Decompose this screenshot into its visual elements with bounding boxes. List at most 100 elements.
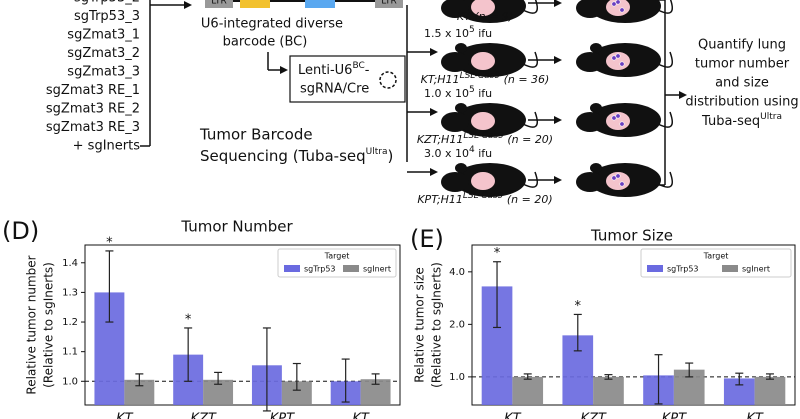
y-tick-label: 4.0 <box>449 267 465 278</box>
text-part: Lenti-U6 <box>298 63 352 78</box>
x-tick-label: KZT <box>190 412 216 419</box>
legend-label: sgInert <box>363 265 391 274</box>
chart-title: Tumor Number <box>180 218 293 236</box>
bar <box>281 381 312 405</box>
mouse-ear <box>455 43 467 53</box>
mouse-head <box>576 0 604 18</box>
text-part: KZT;H11 <box>417 133 463 146</box>
mouse-tail <box>657 0 673 14</box>
mouse-ear <box>455 163 467 173</box>
dose-label: 1.5 x 105 ifu <box>424 25 492 41</box>
seq-label: Tumor Barcode <box>199 126 313 144</box>
x-tick-label: KZT <box>580 412 606 419</box>
y-axis-label: Relative tumor number <box>25 255 39 394</box>
y-axis-label: (Relative to sgInerts) <box>42 262 56 388</box>
mouse-tumor <box>611 175 617 181</box>
ltr-label: LTR <box>381 0 397 7</box>
quantify-label: distribution using <box>685 95 798 110</box>
mouse-lung <box>471 112 495 130</box>
mouse-head <box>441 52 469 72</box>
superscript: 5 <box>469 85 475 95</box>
text-part: Tuba-seq <box>701 114 760 129</box>
legend-swatch <box>284 265 300 272</box>
legend-title: Target <box>703 252 729 261</box>
y-tick-label: 1.0 <box>449 372 465 383</box>
virus-icon <box>379 71 397 89</box>
text-part: KT;H11 <box>421 73 460 86</box>
mouse-lung <box>471 172 495 190</box>
guide-label: + sgInerts <box>73 139 141 154</box>
mouse-head <box>576 112 604 132</box>
text-part: ) <box>388 147 394 165</box>
mouse-head <box>441 112 469 132</box>
mouse-tumor <box>615 113 621 119</box>
mouse-ear <box>590 103 602 113</box>
significance-marker: * <box>575 299 582 314</box>
guide-label: sgZmat3 RE_1 <box>46 83 140 98</box>
superscript: 5 <box>469 25 475 35</box>
superscript: 4 <box>469 145 475 155</box>
text-part: 3.0 x 10 <box>424 147 469 160</box>
mouse-tumor <box>611 55 617 61</box>
superscript: Ultra <box>366 147 388 157</box>
guide-label: sgTrp53_2 <box>74 0 140 6</box>
seq-label: Sequencing (Tuba-seqUltra) <box>200 147 393 165</box>
dose-label: 1.0 x 105 ifu <box>424 85 492 101</box>
mouse-tumor <box>615 173 621 179</box>
cohort-label: KT;H11LSL-Cas9 (n = 36) <box>421 71 550 87</box>
mouse-tail <box>522 171 538 188</box>
legend-box <box>640 248 792 278</box>
significance-marker: * <box>106 235 113 250</box>
y-tick-label: 2.0 <box>449 319 465 330</box>
text-part: KPT;H11 <box>417 193 463 206</box>
mouse-lung <box>471 0 495 16</box>
guide-label: sgZmat3_3 <box>67 65 140 80</box>
quantify-label: Tuba-seqUltra <box>701 112 782 129</box>
mouse-tumor <box>611 115 617 121</box>
superscript: LSL-Cas9 <box>463 191 504 201</box>
plot-frame <box>84 244 401 406</box>
x-tick-label: KPT <box>270 412 295 419</box>
guide-label: sgZmat3 RE_2 <box>46 102 140 117</box>
quantify-label: Quantify lung <box>698 38 786 53</box>
x-tick-label: KPT <box>662 412 687 419</box>
legend-swatch <box>722 265 738 272</box>
mouse-tumor <box>619 7 625 13</box>
y-tick-label: 1.1 <box>62 347 78 358</box>
superscript: LSL-Cas9 <box>463 131 504 141</box>
mouse-head <box>576 172 604 192</box>
legend-swatch <box>647 265 663 272</box>
y-tick-label: 1.2 <box>62 317 78 328</box>
lenti-box <box>289 55 406 103</box>
x-tick-label: KT <box>352 412 370 419</box>
y-tick-label: 1.4 <box>62 258 78 269</box>
bar <box>512 376 544 405</box>
quantify-label: and size <box>715 76 769 91</box>
mouse-head <box>576 52 604 72</box>
quantify-label: tumor number <box>695 57 790 72</box>
mouse-tumor <box>611 1 617 7</box>
mouse-head <box>441 0 469 18</box>
y-tick-label: 1.0 <box>62 376 78 387</box>
dose-label: 3.0 x 104 ifu <box>424 145 492 161</box>
mouse-lung <box>471 52 495 70</box>
legend-box <box>277 248 397 278</box>
bar <box>754 376 786 405</box>
guide-label: sgTrp53_3 <box>74 9 140 24</box>
barcode-label: U6-integrated diverse <box>201 17 343 32</box>
text-part: 1.5 x 10 <box>424 27 469 40</box>
cohort-label: KZT;H11LSL-Cas9 (n = 20) <box>417 131 553 147</box>
mouse-tail <box>522 111 538 128</box>
ltr-label: LTR <box>211 0 227 7</box>
panel-label: (E) <box>410 225 444 253</box>
superscript: Ultra <box>760 112 782 122</box>
text-part: ifu <box>475 147 492 160</box>
lenti-label: Lenti-U6BC- <box>298 61 370 78</box>
guide-label: sgZmat3 RE_3 <box>46 120 140 135</box>
barcode-label: barcode (BC) <box>223 35 308 50</box>
bar <box>593 376 624 405</box>
mouse-tumor <box>615 53 621 59</box>
sgrna-box <box>305 0 335 8</box>
mouse-tail <box>657 51 673 68</box>
